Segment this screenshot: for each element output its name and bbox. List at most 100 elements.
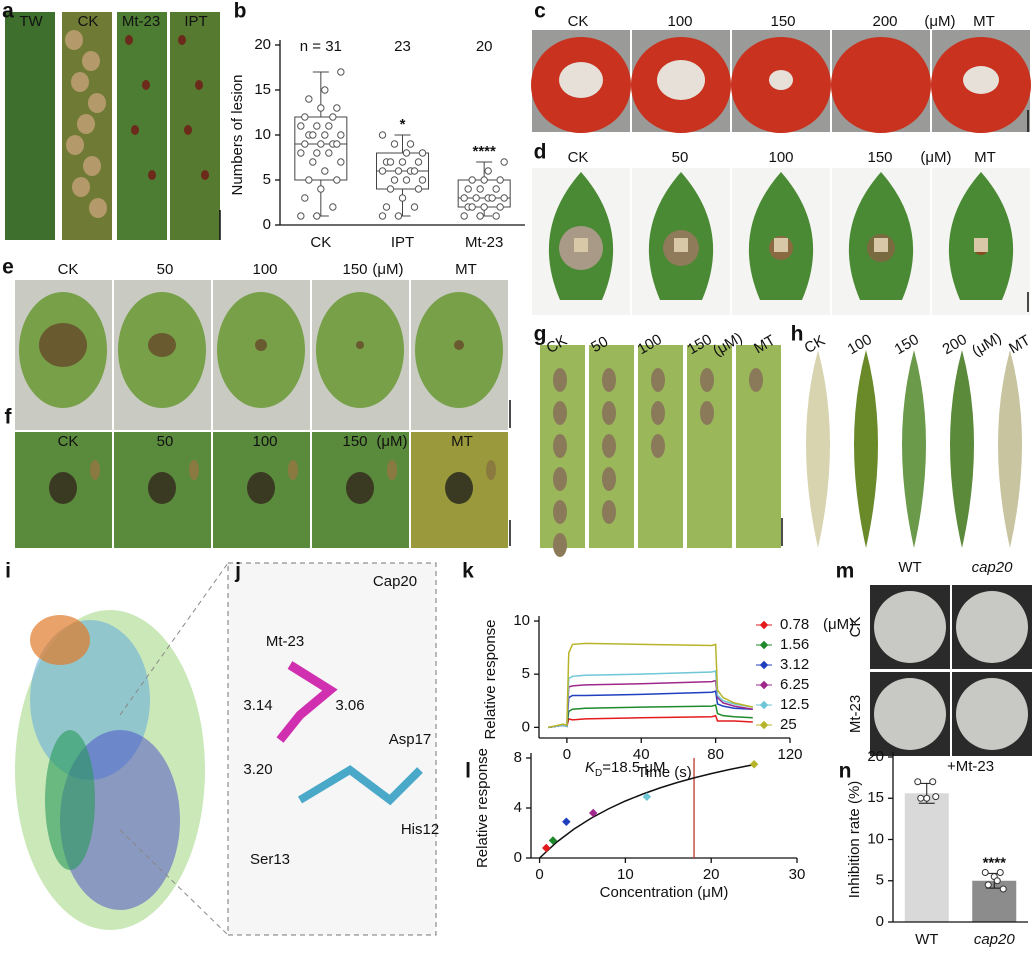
- photo-detail: [749, 368, 763, 392]
- label: TW: [19, 13, 43, 30]
- data-point: [476, 185, 484, 193]
- label: Cap20: [373, 573, 417, 590]
- photo-detail: [602, 434, 616, 458]
- data-point: [337, 158, 345, 166]
- x-tick-label: IPT: [391, 234, 414, 251]
- data-point: [333, 140, 341, 148]
- label: 150: [342, 433, 367, 450]
- data-point: [464, 185, 472, 193]
- data-point: [297, 149, 305, 157]
- label: 3.20: [243, 761, 272, 778]
- y-tick-label: 0: [514, 849, 522, 866]
- x-tick-label: 40: [633, 746, 650, 763]
- label: n: [839, 760, 852, 783]
- photo-detail: [956, 591, 1028, 663]
- label: CK: [568, 13, 589, 30]
- data-point: [500, 194, 508, 202]
- label: CK: [78, 13, 99, 30]
- legend-unit: (μM): [823, 616, 854, 633]
- data-point: [386, 185, 395, 193]
- x-tick-label: 120: [777, 746, 802, 763]
- photo-detail: [195, 80, 203, 90]
- label: d: [534, 141, 547, 164]
- data-point: [390, 140, 399, 148]
- y-tick-label: 10: [867, 830, 884, 847]
- significance: ****: [472, 143, 496, 160]
- label: WT: [898, 559, 921, 576]
- photo-detail: [831, 37, 931, 133]
- photo-detail: [602, 368, 616, 392]
- photo-detail: [82, 51, 100, 71]
- data-point: [378, 212, 387, 220]
- label: k: [462, 560, 474, 583]
- data-point: [488, 194, 496, 202]
- photo-tile: [5, 12, 55, 240]
- label: b: [234, 0, 247, 23]
- photo-detail: [316, 292, 404, 408]
- n-label: 23: [394, 38, 411, 55]
- label: CK: [801, 332, 828, 357]
- photo-detail: [77, 114, 95, 134]
- data-point: [480, 176, 488, 184]
- bar: [904, 793, 949, 922]
- photo-detail: [88, 93, 106, 113]
- photo-detail: [602, 467, 616, 491]
- data-point: [410, 167, 419, 175]
- data-point: [999, 885, 1007, 893]
- photo-detail: [553, 533, 567, 557]
- legend-marker: [759, 660, 769, 670]
- data-point: [914, 778, 922, 786]
- data-point: [406, 140, 415, 148]
- data-point: [317, 140, 325, 148]
- y-tick-label: 10: [254, 126, 271, 143]
- n-label: 20: [476, 38, 493, 55]
- photo-detail: [288, 460, 298, 480]
- data-point: [398, 194, 407, 202]
- data-point: [329, 113, 337, 121]
- label: MT: [455, 261, 477, 278]
- label: 3.14: [243, 697, 272, 714]
- data-point: [492, 185, 500, 193]
- legend-marker: [759, 680, 769, 690]
- label: cap20: [972, 559, 1014, 576]
- label: 50: [588, 333, 611, 356]
- data-point: [305, 95, 313, 103]
- data-point: [297, 212, 305, 220]
- data-point: [492, 212, 500, 220]
- label: (μM): [969, 329, 1004, 359]
- photo-tile: [874, 238, 888, 252]
- photo-detail: [874, 591, 946, 663]
- y-tick-label: 10: [513, 612, 530, 629]
- label: 150: [867, 149, 892, 166]
- annotation-part: K: [585, 759, 596, 776]
- data-point: [484, 167, 492, 175]
- box: [294, 116, 348, 181]
- photo-detail: [346, 472, 374, 504]
- legend-label: 6.25: [780, 676, 809, 693]
- data-point: [496, 176, 504, 184]
- y-tick-label: 20: [867, 748, 884, 765]
- photo-detail: [72, 177, 90, 197]
- label: 100: [845, 331, 875, 358]
- photo-detail: [769, 70, 793, 90]
- box: [457, 179, 511, 208]
- data-point: [378, 131, 387, 139]
- y-tick-label: 5: [876, 872, 884, 889]
- y-tick-label: 0: [876, 913, 884, 930]
- legend-label: 12.5: [780, 696, 809, 713]
- data-point: [410, 203, 419, 211]
- photo-detail: [956, 678, 1028, 750]
- data-point: [414, 185, 423, 193]
- annotation-part: D: [595, 768, 602, 779]
- label: 100: [667, 13, 692, 30]
- label: c: [534, 0, 546, 23]
- label: Mt-23: [266, 633, 304, 650]
- data-point: [542, 843, 551, 853]
- annotation-part: =18.5 μM: [602, 759, 665, 776]
- y-tick-label: 0: [522, 718, 530, 735]
- data-point: [325, 122, 333, 130]
- data-point: [390, 176, 399, 184]
- y-tick-label: 0: [263, 216, 271, 233]
- photo-detail: [356, 341, 364, 349]
- data-point: [749, 760, 759, 769]
